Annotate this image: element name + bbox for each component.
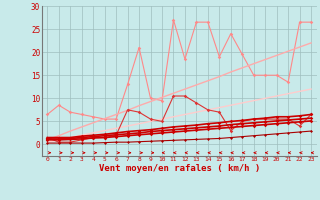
X-axis label: Vent moyen/en rafales ( km/h ): Vent moyen/en rafales ( km/h ) — [99, 164, 260, 173]
